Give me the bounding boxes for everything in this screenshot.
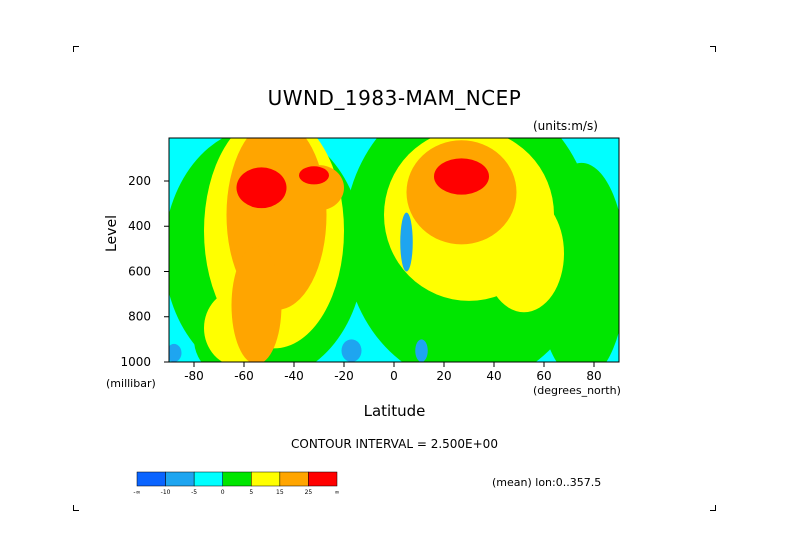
colorbar-label: 5 (249, 489, 253, 496)
contour-region-13 (236, 167, 287, 209)
x-tick-label: -60 (234, 369, 254, 383)
x-axis-unit: (degrees_north) (533, 384, 621, 397)
y-axis-unit: (millibar) (106, 377, 156, 390)
contour-region-15 (434, 158, 489, 195)
contour-region-14 (299, 166, 329, 185)
colorbar-label: 25 (305, 489, 313, 496)
mean-annotation: (mean) lon:0..357.5 (492, 476, 602, 489)
x-tick-label: 0 (390, 369, 398, 383)
y-tick-label: 800 (128, 310, 151, 324)
contour-interval-text: CONTOUR INTERVAL = 2.500E+00 (291, 437, 498, 451)
colorbar-label: 15 (276, 489, 284, 496)
x-axis-label: Latitude (363, 402, 426, 420)
colorbar-label: -10 (161, 489, 171, 496)
x-tick-label: 40 (486, 369, 501, 383)
contour-region-4 (536, 162, 619, 362)
colorbar-swatch (165, 471, 195, 487)
crop-mark-top-left (73, 46, 79, 52)
x-tick-label: -20 (334, 369, 354, 383)
x-tick-label: -80 (184, 369, 204, 383)
colorbar-label: ∞ (335, 489, 340, 496)
x-tick-label: 80 (586, 369, 601, 383)
colorbar-swatch (193, 471, 223, 487)
colorbar-swatch (279, 471, 309, 487)
crop-mark-bottom-left (73, 505, 79, 511)
contour-region-10 (231, 246, 282, 362)
x-tick-label: -40 (284, 369, 304, 383)
units-label: (units:m/s) (533, 119, 598, 133)
y-tick-label: 600 (128, 264, 151, 278)
colorbar-swatch (251, 471, 281, 487)
crop-mark-bottom-right (710, 505, 716, 511)
chart-title: UWND_1983-MAM_NCEP (267, 86, 522, 110)
x-tick-label: 20 (436, 369, 451, 383)
crop-mark-top-right (710, 46, 716, 52)
contour-region-17 (341, 339, 362, 362)
colorbar-swatch (136, 471, 166, 487)
colorbar-swatch (308, 471, 338, 487)
colorbar-label: -5 (191, 489, 197, 496)
x-tick-label: 60 (536, 369, 551, 383)
contour-region-16 (400, 212, 413, 272)
y-tick-label: 400 (128, 219, 151, 233)
colorbar-label: -∞ (133, 489, 140, 496)
contour-region-18 (415, 339, 428, 362)
y-tick-label: 1000 (120, 355, 151, 369)
colorbar-swatch (222, 471, 252, 487)
contour-region-19 (169, 343, 182, 362)
y-tick-label: 200 (128, 174, 151, 188)
colorbar-label: 0 (221, 489, 225, 496)
